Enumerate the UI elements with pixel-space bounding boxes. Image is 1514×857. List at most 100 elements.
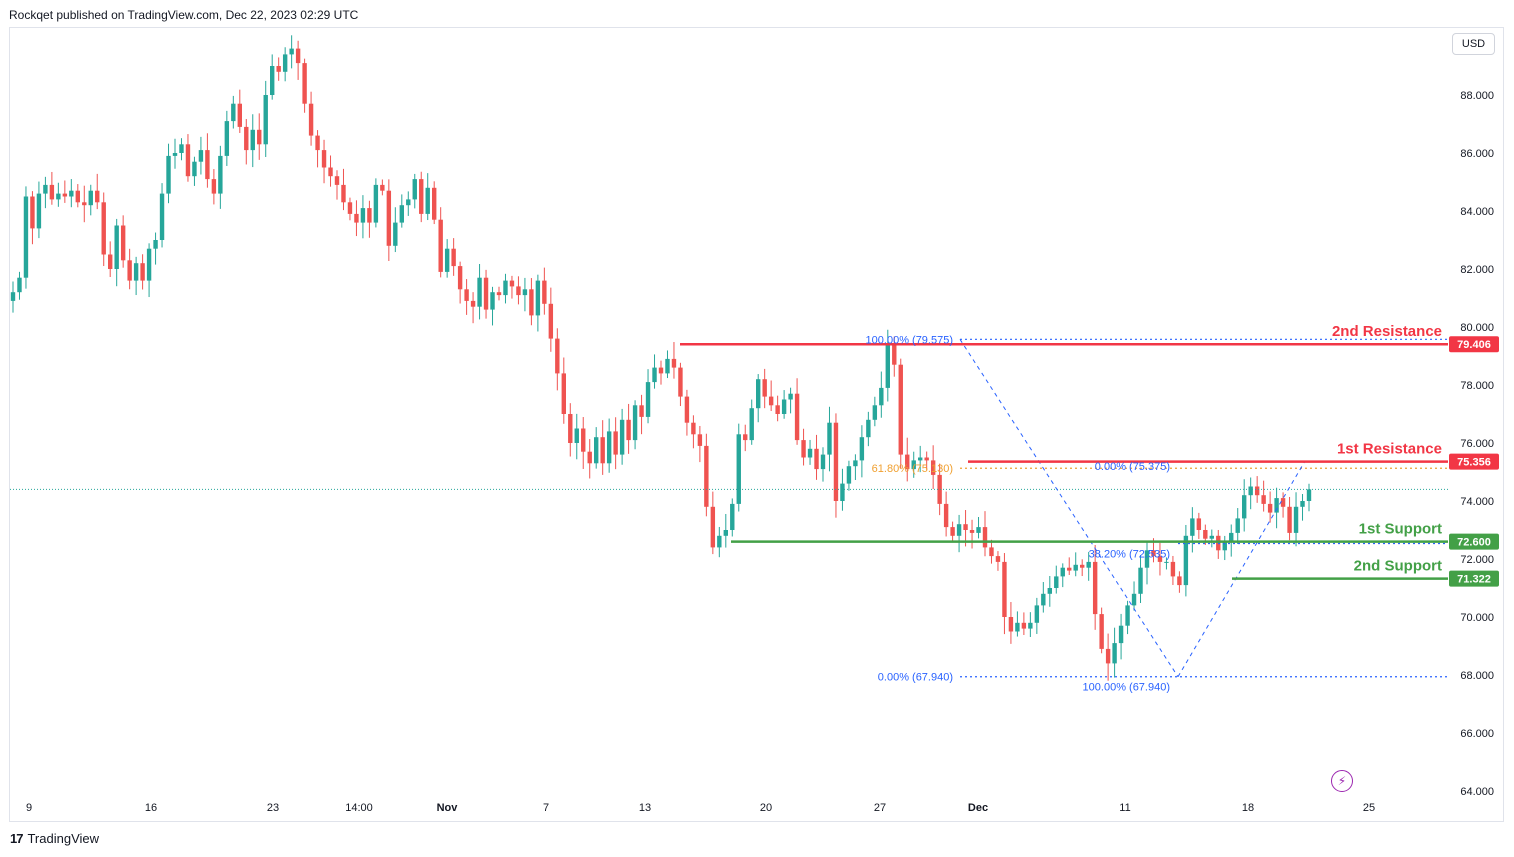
tradingview-footer[interactable]: 17 TradingView <box>10 831 99 846</box>
candle-body <box>56 193 61 200</box>
candle-body <box>1235 518 1240 533</box>
candle-body <box>133 263 139 281</box>
lines-layer <box>10 338 1448 678</box>
currency-button[interactable]: USD <box>1452 33 1495 55</box>
candle-body <box>172 153 178 156</box>
candle-body <box>1118 625 1124 644</box>
candle-body <box>976 527 981 533</box>
candle-body <box>250 129 255 151</box>
fib-label: 38.20% (72.535) <box>1089 548 1170 560</box>
candle-body <box>1177 576 1182 586</box>
fib-label: 100.00% (79.575) <box>866 334 953 346</box>
candle-body <box>1041 593 1046 606</box>
candle-body <box>477 277 482 307</box>
candle-body <box>101 202 106 255</box>
candle-body <box>749 408 754 441</box>
candle-body <box>879 387 884 406</box>
candle-body <box>263 95 268 145</box>
candle-body <box>321 150 327 168</box>
candle-body <box>632 405 638 441</box>
candle-body <box>1099 614 1104 649</box>
fib-label: 61.80% (75.130) <box>872 463 953 475</box>
candle-body <box>1047 588 1052 594</box>
candle-body <box>1293 506 1299 533</box>
candle-body <box>872 405 878 420</box>
publisher-header: Rockqet published on TradingView.com, De… <box>9 8 359 22</box>
candle-body <box>1248 486 1253 496</box>
candle-body <box>198 150 204 162</box>
candle-body <box>606 431 612 464</box>
fib-trend-line <box>1177 460 1306 677</box>
candle-body <box>892 344 897 365</box>
candle-body <box>1196 518 1202 530</box>
candle-body <box>956 524 962 536</box>
x-tick-label: 27 <box>874 802 886 814</box>
candle-body <box>282 54 288 72</box>
candle-body <box>1125 605 1130 626</box>
candle-body <box>36 193 42 229</box>
x-tick-label: Dec <box>968 802 988 814</box>
candle-body <box>1287 506 1292 533</box>
candle-body <box>360 208 366 223</box>
candle-body <box>393 222 398 246</box>
candle-body <box>218 155 223 194</box>
candle-body <box>334 176 340 185</box>
candle-body <box>82 202 87 206</box>
candle-body <box>347 202 353 214</box>
candle-body <box>509 280 515 287</box>
candle-body <box>1008 617 1014 632</box>
candle-body <box>95 190 100 203</box>
candle-body <box>88 190 93 206</box>
candle-body <box>62 193 68 197</box>
candle-body <box>937 474 942 504</box>
lightning-icon[interactable]: ⚡︎ <box>1331 770 1353 792</box>
candle-body <box>794 393 800 441</box>
candle-body <box>581 428 586 452</box>
candle-body <box>619 419 625 455</box>
candle-body <box>457 266 463 290</box>
candle-body <box>1073 564 1078 571</box>
candle-body <box>989 547 994 557</box>
candle-body <box>535 280 541 316</box>
candle-body <box>827 422 832 455</box>
candle-body <box>1267 503 1273 513</box>
labels-layer: 100.00% (79.575) 61.80% (75.130) 0.00% (67… <box>866 323 1499 694</box>
candle-body <box>464 289 469 301</box>
y-tick-label: 72.000 <box>1460 554 1494 566</box>
candle-body <box>1164 561 1169 563</box>
candle-body <box>963 524 968 530</box>
candle-body <box>108 254 113 269</box>
candle-body <box>697 434 703 446</box>
candle-body <box>678 367 683 397</box>
candle-body <box>840 483 845 501</box>
candle-body <box>1280 498 1286 507</box>
candle-body <box>717 535 722 548</box>
candle-body <box>490 292 495 310</box>
level-label: 2nd Resistance <box>1332 323 1442 340</box>
candle-body <box>244 126 249 151</box>
candle-body <box>328 167 333 177</box>
x-tick-label: 16 <box>145 802 157 814</box>
x-tick-label: 25 <box>1363 802 1375 814</box>
candle-body <box>308 103 314 136</box>
candle-body <box>23 196 29 278</box>
candle-body <box>1021 622 1027 629</box>
x-tick-label: 11 <box>1119 802 1130 814</box>
candle-body <box>1067 567 1072 571</box>
candle-body <box>30 196 35 229</box>
candle-body <box>205 150 210 180</box>
candle-body <box>853 460 858 467</box>
candle-body <box>483 277 489 310</box>
candle-body <box>1060 567 1065 577</box>
candle-body <box>684 396 690 423</box>
candle-body <box>451 248 456 267</box>
candle-body <box>315 135 320 151</box>
candle-body <box>814 448 819 470</box>
candle-body <box>69 190 74 197</box>
y-tick-label: 66.000 <box>1460 728 1494 740</box>
candle-body <box>503 280 508 296</box>
candle-body <box>723 530 728 536</box>
candle-body <box>1028 622 1033 629</box>
candle-body <box>516 286 521 296</box>
